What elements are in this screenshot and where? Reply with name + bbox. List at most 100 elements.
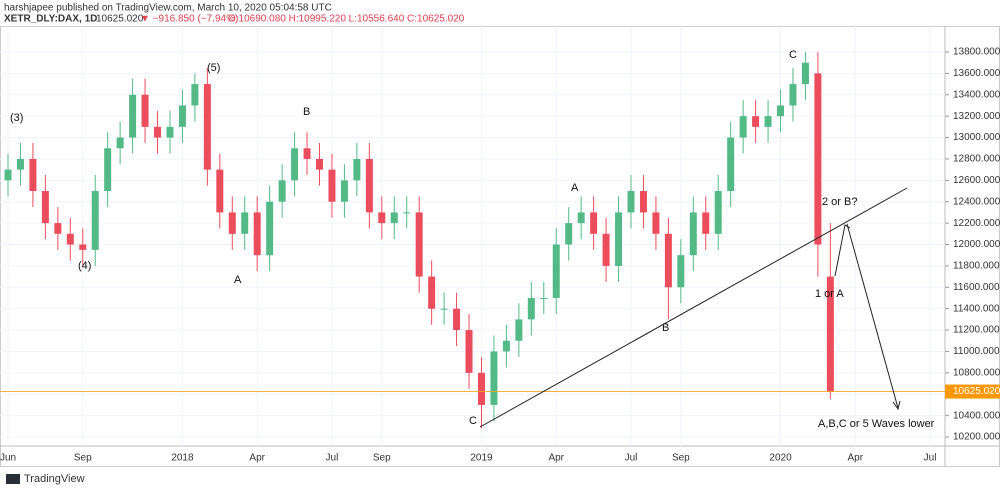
candle-body: [91, 191, 99, 250]
candle-body: [440, 308, 448, 310]
frame: [0, 26, 1000, 467]
y-tick-label: 13400.000: [953, 89, 1000, 100]
y-tick-label: 10800.000: [953, 367, 1000, 378]
candle-body: [328, 169, 336, 202]
candle-body: [652, 212, 660, 234]
candle-body: [216, 169, 224, 213]
annotation: A,B,C or 5 Waves lower: [818, 418, 935, 430]
candle-body: [428, 276, 436, 309]
x-tick-label: 2019: [470, 453, 493, 464]
ohlc: O:10690.080 H:10995.220 L:10556.640 C:10…: [228, 14, 465, 25]
candle-body: [639, 191, 647, 213]
candle-body: [66, 233, 74, 245]
logo: [6, 474, 20, 484]
candle-body: [552, 244, 560, 298]
y-tick-label: 12400.000: [953, 196, 1000, 207]
x-tick-label: Apr: [249, 453, 265, 464]
brand: TradingView: [24, 473, 85, 485]
annotation: B: [662, 322, 669, 334]
candle-body: [266, 201, 274, 256]
change: ▼ −916.850 (−7.94%): [140, 14, 238, 25]
candle-body: [141, 94, 149, 127]
annotation: (3): [10, 112, 23, 124]
x-tick-label: Sep: [74, 453, 92, 464]
candle-body: [278, 180, 286, 202]
candle-body: [41, 191, 49, 224]
candle-body: [228, 212, 236, 234]
x-tick-label: Jul: [924, 453, 937, 464]
candle-body: [378, 212, 386, 224]
annotation: C: [469, 415, 477, 427]
last: 10625.020: [96, 14, 144, 25]
publisher: harshjapee published on TradingView.com,…: [4, 3, 332, 14]
candle-body: [565, 223, 573, 245]
y-tick-label: 10400.000: [953, 410, 1000, 421]
candle-body: [777, 105, 785, 117]
annotation: 1 or A: [815, 288, 844, 300]
y-tick-label: 12800.000: [953, 154, 1000, 165]
candle-body: [702, 212, 710, 234]
candle-body: [465, 330, 473, 373]
y-tick-label: 13200.000: [953, 111, 1000, 122]
symbol: XETR_DLY:DAX, 1D: [4, 14, 97, 25]
candle-body: [4, 169, 12, 181]
annotation: (4): [78, 260, 91, 272]
candle-body: [527, 297, 535, 320]
x-tick-label: Sep: [672, 453, 690, 464]
arrow-down: [846, 223, 899, 409]
candle-body: [540, 297, 548, 299]
arrow-up: [834, 224, 851, 277]
y-tick-label: 11200.000: [953, 325, 1000, 336]
x-tick-label: Jul: [625, 453, 638, 464]
arrowhead: [892, 400, 901, 411]
x-tick-label: 2018: [171, 453, 194, 464]
annotation: A: [234, 274, 242, 286]
candle-body: [627, 191, 635, 213]
candle-body: [154, 126, 162, 138]
annotation: A: [571, 182, 579, 194]
candle-body: [191, 84, 199, 106]
trendline: [479, 187, 908, 428]
candle-body: [390, 212, 398, 224]
candle-body: [677, 255, 685, 288]
candle-body: [502, 340, 510, 352]
candle-body: [826, 276, 834, 392]
candle-body: [353, 158, 361, 181]
candle-body: [714, 191, 722, 234]
y-tick-label: 12000.000: [953, 239, 1000, 250]
candle-body: [577, 212, 585, 224]
y-tick-label: 13600.000: [953, 68, 1000, 79]
y-tick-label: 11000.000: [953, 346, 1000, 357]
candle-body: [664, 233, 672, 288]
candle-body: [415, 212, 423, 277]
candle-body: [477, 372, 485, 405]
y-tick-label: 10200.000: [953, 432, 1000, 443]
x-tick-label: Apr: [847, 453, 863, 464]
candle-body: [590, 212, 598, 234]
candle-body: [615, 212, 623, 266]
last-price-box: [945, 384, 1000, 399]
candle-body: [178, 105, 186, 127]
candle-body: [253, 212, 261, 256]
candle-body: [54, 223, 62, 234]
last-price-label: 10625.020: [953, 386, 1000, 397]
candle-body: [739, 116, 747, 138]
annotation: C: [789, 49, 797, 61]
y-tick-label: 11800.000: [953, 261, 1000, 272]
candle-body: [129, 94, 137, 138]
candle-body: [602, 233, 610, 266]
candle-body: [104, 148, 112, 192]
candle-body: [203, 84, 211, 170]
y-tick-label: 13800.000: [953, 47, 1000, 58]
annotation: (5): [207, 62, 220, 74]
candle-body: [453, 308, 461, 331]
candle-body: [689, 212, 697, 256]
candle-body: [166, 126, 174, 138]
candle-body: [340, 180, 348, 202]
candle-body: [365, 158, 373, 213]
candle-body: [29, 158, 37, 192]
candle-body: [801, 62, 809, 85]
candle-body: [515, 319, 523, 341]
candle-body: [241, 212, 249, 234]
